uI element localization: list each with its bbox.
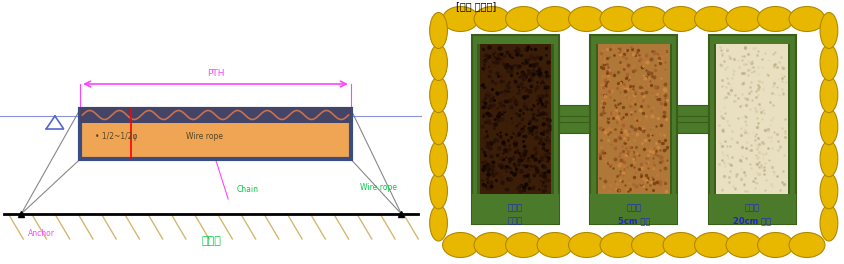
Text: • 1/2~1/2φ: • 1/2~1/2φ	[95, 132, 138, 141]
Ellipse shape	[694, 233, 729, 257]
Text: [보트 출입구]: [보트 출입구]	[456, 2, 496, 12]
Ellipse shape	[473, 7, 510, 31]
Ellipse shape	[599, 7, 636, 31]
Ellipse shape	[756, 233, 793, 257]
Bar	[471, 35, 559, 224]
Ellipse shape	[568, 233, 603, 257]
Ellipse shape	[725, 233, 761, 257]
Ellipse shape	[430, 173, 447, 209]
Ellipse shape	[537, 233, 572, 257]
Bar	[555, 105, 592, 133]
Bar	[479, 44, 551, 194]
Text: Wire rope: Wire rope	[360, 182, 397, 191]
Bar	[708, 194, 795, 224]
Text: 20cm 제거: 20cm 제거	[732, 216, 771, 225]
Text: 퇴적층: 퇴적층	[744, 203, 759, 212]
Ellipse shape	[820, 77, 837, 113]
Ellipse shape	[505, 233, 541, 257]
Text: PTH: PTH	[207, 69, 224, 78]
Bar	[80, 109, 350, 159]
Bar	[595, 44, 671, 194]
Bar	[590, 35, 677, 224]
Ellipse shape	[568, 7, 603, 31]
Ellipse shape	[663, 7, 698, 31]
Bar	[598, 44, 669, 194]
Ellipse shape	[430, 45, 447, 81]
Ellipse shape	[599, 233, 636, 257]
Bar	[80, 107, 350, 123]
Text: 퇴적층: 퇴적층	[625, 203, 641, 212]
Bar	[447, 15, 819, 249]
Text: Chain: Chain	[236, 185, 258, 194]
Bar	[713, 44, 789, 194]
Ellipse shape	[756, 7, 793, 31]
Ellipse shape	[430, 109, 447, 145]
Ellipse shape	[442, 7, 478, 31]
Ellipse shape	[725, 7, 761, 31]
Bar	[590, 194, 677, 224]
Text: Wire rope: Wire rope	[186, 132, 223, 141]
Ellipse shape	[630, 7, 667, 31]
Ellipse shape	[694, 7, 729, 31]
Bar	[477, 44, 553, 194]
Ellipse shape	[820, 45, 837, 81]
Ellipse shape	[473, 233, 510, 257]
Ellipse shape	[820, 109, 837, 145]
Bar	[716, 44, 787, 194]
Ellipse shape	[537, 7, 572, 31]
Ellipse shape	[820, 12, 837, 49]
Ellipse shape	[820, 141, 837, 177]
Text: 퇴적층: 퇴적층	[507, 203, 522, 212]
Ellipse shape	[505, 7, 541, 31]
Ellipse shape	[788, 233, 824, 257]
Ellipse shape	[442, 233, 478, 257]
Ellipse shape	[430, 141, 447, 177]
Text: Anchor: Anchor	[28, 229, 54, 238]
Ellipse shape	[430, 77, 447, 113]
Text: 5cm 제거: 5cm 제거	[617, 216, 649, 225]
Ellipse shape	[430, 205, 447, 241]
Bar	[708, 35, 795, 224]
Ellipse shape	[820, 173, 837, 209]
Text: 수저면: 수저면	[201, 237, 221, 247]
Bar	[674, 105, 711, 133]
Ellipse shape	[663, 233, 698, 257]
Ellipse shape	[788, 7, 824, 31]
Ellipse shape	[630, 233, 667, 257]
Text: 미제거: 미제거	[507, 216, 522, 225]
Ellipse shape	[820, 205, 837, 241]
Ellipse shape	[430, 12, 447, 49]
Bar	[471, 194, 559, 224]
